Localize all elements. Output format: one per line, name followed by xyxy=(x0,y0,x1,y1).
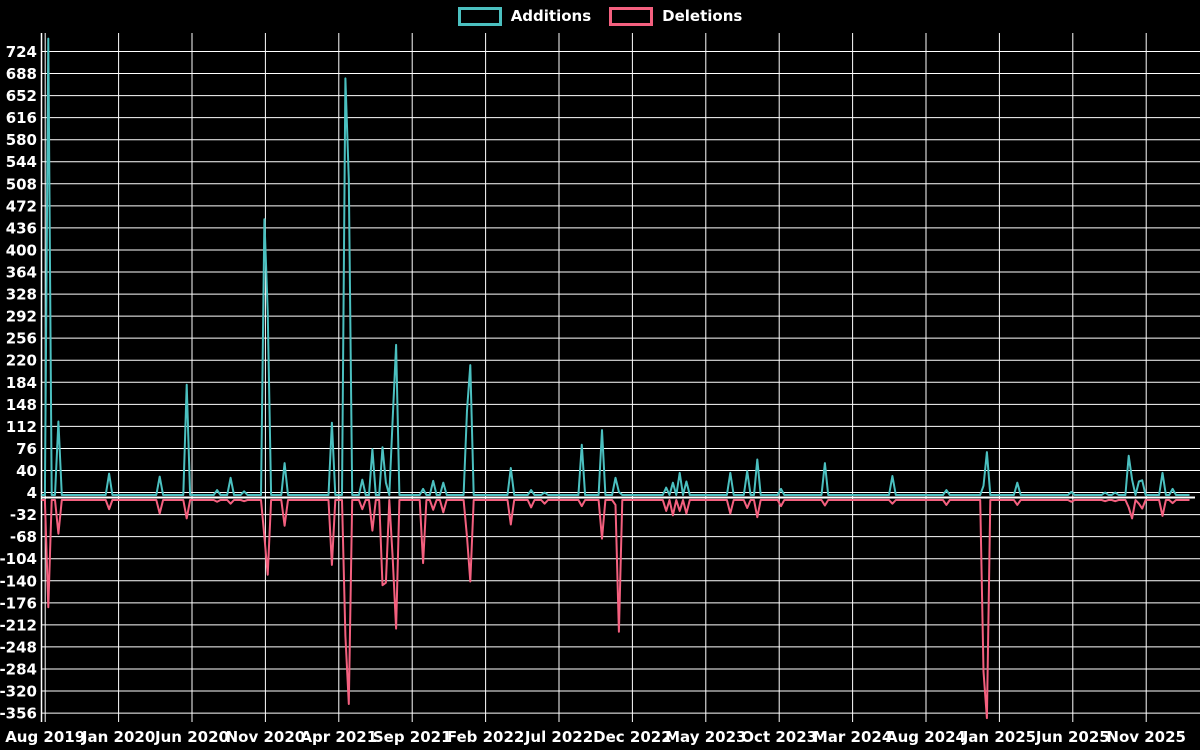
legend-label-additions: Additions xyxy=(510,7,592,25)
svg-text:-32: -32 xyxy=(10,506,37,524)
chart-legend: Additions Deletions xyxy=(0,7,1200,26)
svg-text:Apr 2021: Apr 2021 xyxy=(300,728,377,746)
svg-text:472: 472 xyxy=(6,197,37,215)
svg-text:Jun 2020: Jun 2020 xyxy=(154,728,229,746)
additions-swatch-icon xyxy=(457,7,502,26)
svg-text:Aug 2024: Aug 2024 xyxy=(886,728,966,746)
svg-text:Feb 2022: Feb 2022 xyxy=(447,728,525,746)
svg-text:-68: -68 xyxy=(10,528,37,546)
svg-text:Jan 2020: Jan 2020 xyxy=(81,728,155,746)
additions-series-line xyxy=(41,37,1190,496)
svg-text:-356: -356 xyxy=(0,705,37,723)
svg-text:Jan 2025: Jan 2025 xyxy=(962,728,1036,746)
svg-text:-104: -104 xyxy=(0,550,37,568)
svg-text:Sep 2021: Sep 2021 xyxy=(373,728,452,746)
svg-text:256: 256 xyxy=(6,330,37,348)
svg-text:220: 220 xyxy=(6,352,37,370)
svg-text:544: 544 xyxy=(6,153,37,171)
svg-text:40: 40 xyxy=(16,462,37,480)
svg-text:Jul 2022: Jul 2022 xyxy=(524,728,593,746)
svg-text:4: 4 xyxy=(27,484,37,502)
svg-text:-284: -284 xyxy=(0,660,37,678)
svg-text:Mar 2024: Mar 2024 xyxy=(813,728,892,746)
gridlines xyxy=(40,33,1200,722)
svg-text:Oct 2023: Oct 2023 xyxy=(741,728,817,746)
deletions-swatch-icon xyxy=(609,7,654,26)
y-axis-tick-labels: 724 688 652 616 580 544 508 472 436 400 364 328 292 2… xyxy=(0,43,37,723)
svg-text:Jun 2025: Jun 2025 xyxy=(1035,728,1110,746)
svg-text:-248: -248 xyxy=(0,638,37,656)
svg-text:580: 580 xyxy=(6,131,37,149)
svg-text:Dec 2022: Dec 2022 xyxy=(593,728,672,746)
deletions-series-line xyxy=(41,499,1190,720)
svg-text:May 2023: May 2023 xyxy=(665,728,746,746)
svg-text:436: 436 xyxy=(6,219,37,237)
svg-text:Nov 2020: Nov 2020 xyxy=(226,728,306,746)
svg-text:76: 76 xyxy=(16,440,37,458)
svg-text:292: 292 xyxy=(6,308,37,326)
svg-text:-212: -212 xyxy=(0,616,37,634)
svg-text:-176: -176 xyxy=(0,594,37,612)
svg-text:508: 508 xyxy=(6,175,37,193)
svg-text:616: 616 xyxy=(6,109,37,127)
svg-text:Aug 2019: Aug 2019 xyxy=(5,728,85,746)
svg-text:724: 724 xyxy=(6,43,37,61)
legend-item-additions[interactable]: Additions xyxy=(457,7,592,26)
legend-item-deletions[interactable]: Deletions xyxy=(609,7,742,26)
svg-text:328: 328 xyxy=(6,286,37,304)
svg-text:-320: -320 xyxy=(0,683,37,701)
svg-text:400: 400 xyxy=(6,241,37,259)
svg-text:-140: -140 xyxy=(0,572,37,590)
legend-label-deletions: Deletions xyxy=(662,7,743,25)
svg-text:112: 112 xyxy=(6,418,37,436)
svg-text:652: 652 xyxy=(6,87,37,105)
svg-text:184: 184 xyxy=(6,374,37,392)
svg-text:Nov 2025: Nov 2025 xyxy=(1106,728,1186,746)
svg-text:364: 364 xyxy=(6,264,37,282)
svg-text:148: 148 xyxy=(6,396,37,414)
svg-text:688: 688 xyxy=(6,65,37,83)
